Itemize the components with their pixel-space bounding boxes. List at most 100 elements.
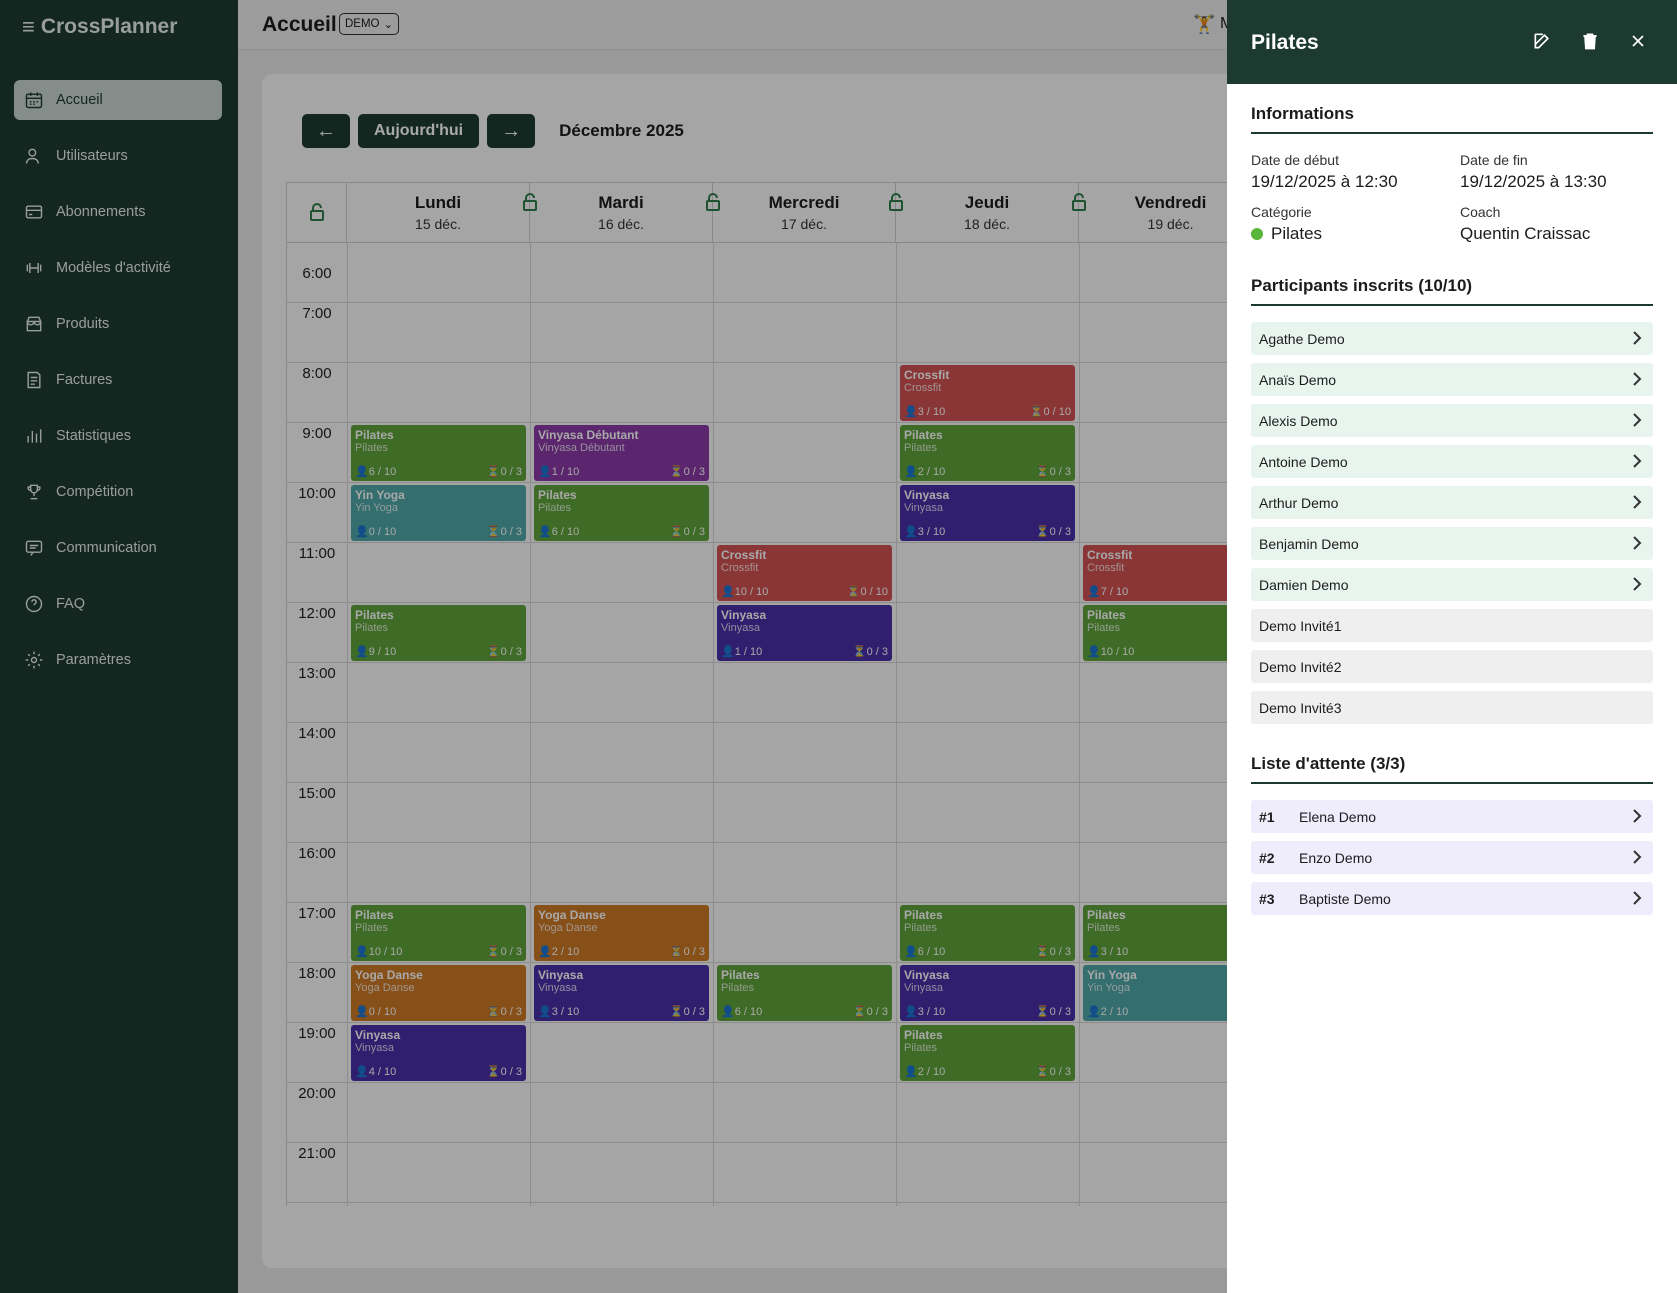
event-card[interactable]: Vinyasa Vinyasa 👤1 / 10 ⏳0 / 3 [717,605,892,661]
hour-row[interactable]: 11:00 [287,543,1263,603]
day-date: 17 déc. [781,216,827,232]
participant-row[interactable]: Alexis Demo [1251,404,1653,437]
hour-row[interactable]: 16:00 [287,843,1263,903]
hour-row[interactable]: 20:00 [287,1083,1263,1143]
participant-row[interactable]: Benjamin Demo [1251,527,1653,560]
event-waitlist: 0 / 3 [500,466,522,478]
sidebar-item-message[interactable]: Communication [14,528,222,568]
hour-row[interactable]: 13:00 [287,663,1263,723]
event-capacity: 9 / 10 [368,646,397,658]
category-dot-icon [1251,228,1263,240]
chevron-right-icon [1631,535,1643,551]
event-subtitle: Pilates [538,502,572,514]
hour-row[interactable]: 14:00 [287,723,1263,783]
person-icon: 👤 [1087,646,1101,658]
menu-icon[interactable]: ≡ [22,14,35,39]
demo-dropdown[interactable]: DEMO ⌄ [339,13,400,35]
hour-row[interactable]: 18:00 [287,963,1263,1023]
sidebar-item-shop[interactable]: Produits [14,304,222,344]
lock-icon[interactable] [309,203,325,221]
hour-row[interactable]: 21:00 [287,1143,1263,1203]
event-card[interactable]: Pilates Pilates 👤6 / 10 ⏳0 / 3 [351,425,526,481]
coach-value: Quentin Craissac [1460,224,1591,243]
day-date: 19 déc. [1147,216,1194,232]
sidebar-item-credit-card[interactable]: Abonnements [14,192,222,232]
hour-row[interactable]: 15:00 [287,783,1263,843]
chevron-right-icon [1631,371,1643,387]
event-waitlist: 0 / 3 [683,946,705,958]
weightlifting-icon[interactable]: 🏋 [1193,14,1216,34]
hour-row[interactable]: 17:00 [287,903,1263,963]
event-card[interactable]: Pilates Pilates 👤2 / 10 ⏳0 / 3 [900,1025,1075,1081]
close-icon[interactable] [1627,30,1649,52]
hourglass-icon: ⏳ [1035,466,1050,478]
edit-icon[interactable] [1531,30,1553,52]
sidebar-item-gear[interactable]: Paramètres [14,640,222,680]
hour-row[interactable]: 19:00 [287,1023,1263,1083]
event-card[interactable]: Pilates Pilates 👤9 / 10 ⏳0 / 3 [351,605,526,661]
hour-row[interactable]: 8:00 [287,363,1263,423]
lock-icon[interactable] [888,193,904,211]
sidebar-item-calendar[interactable]: Accueil [14,80,222,120]
event-waitlist: 0 / 3 [1049,466,1071,478]
event-waitlist: 0 / 3 [500,1066,522,1078]
sidebar-item-bar-chart[interactable]: Statistiques [14,416,222,456]
hour-row[interactable]: 10:00 [287,483,1263,543]
participant-row[interactable]: Antoine Demo [1251,445,1653,478]
waitlist-row[interactable]: #2 Enzo Demo [1251,841,1653,874]
event-card[interactable]: Vinyasa Vinyasa 👤3 / 10 ⏳0 / 3 [534,965,709,1021]
chevron-right-icon [1631,808,1643,824]
event-card[interactable]: Pilates Pilates 👤10 / 10 ⏳0 / 3 [351,905,526,961]
event-title: Yin Yoga [1087,968,1137,982]
trash-icon[interactable] [1579,30,1601,52]
hour-row[interactable]: 12:00 [287,603,1263,663]
today-button[interactable]: Aujourd'hui [358,114,480,148]
event-card[interactable]: Crossfit Crossfit 👤10 / 10 ⏳0 / 10 [717,545,892,601]
week-grid: Lundi 15 déc. Mardi 16 déc. Mercredi 17 déc. J… [286,182,1263,1206]
hourglass-icon: ⏳ [486,1006,501,1018]
event-waitlist: 0 / 3 [1049,1066,1071,1078]
participant-row[interactable]: Arthur Demo [1251,486,1653,519]
lock-icon[interactable] [522,193,538,211]
event-card[interactable]: Vinyasa Débutant Vinyasa Débutant 👤1 / 10 ⏳… [534,425,709,481]
sidebar-item-trophy[interactable]: Compétition [14,472,222,512]
participant-row[interactable]: Agathe Demo [1251,322,1653,355]
hourglass-icon: ⏳ [486,646,501,658]
hour-row[interactable]: 9:00 [287,423,1263,483]
chevron-right-icon [1631,849,1643,865]
event-card[interactable]: Crossfit Crossfit 👤3 / 10 ⏳0 / 10 [900,365,1075,421]
event-card[interactable]: Vinyasa Vinyasa 👤3 / 10 ⏳0 / 3 [900,485,1075,541]
chevron-down-icon: ⌄ [383,19,394,31]
sidebar-item-label: Compétition [56,484,134,500]
calendar-controls: ← Aujourd'hui → Décembre 2025 [302,114,684,148]
event-card[interactable]: Pilates Pilates 👤2 / 10 ⏳0 / 3 [900,425,1075,481]
bar-chart-icon [24,426,44,446]
event-subtitle: Vinyasa [355,1042,394,1054]
event-card[interactable]: Vinyasa Vinyasa 👤3 / 10 ⏳0 / 3 [900,965,1075,1021]
hour-row[interactable]: 7:00 [287,303,1263,363]
event-card[interactable]: Pilates Pilates 👤6 / 10 ⏳0 / 3 [534,485,709,541]
event-card[interactable]: Yoga Danse Yoga Danse 👤2 / 10 ⏳0 / 3 [534,905,709,961]
lock-icon[interactable] [1071,193,1087,211]
event-capacity: 4 / 10 [368,1066,397,1078]
sidebar-item-invoice[interactable]: Factures [14,360,222,400]
event-card[interactable]: Pilates Pilates 👤6 / 10 ⏳0 / 3 [900,905,1075,961]
event-card[interactable]: Pilates Pilates 👤6 / 10 ⏳0 / 3 [717,965,892,1021]
lock-icon[interactable] [705,193,721,211]
waitlist-row[interactable]: #3 Baptiste Demo [1251,882,1653,915]
sidebar-item-dumbbell[interactable]: Modèles d'activité [14,248,222,288]
person-icon: 👤 [1087,586,1101,598]
hour-row[interactable]: 6:00 [287,243,1263,303]
event-card[interactable]: Yoga Danse Yoga Danse 👤0 / 10 ⏳0 / 3 [351,965,526,1021]
modal-backdrop[interactable] [0,0,1227,1293]
participant-row[interactable]: Damien Demo [1251,568,1653,601]
waitlist-row[interactable]: #1 Elena Demo [1251,800,1653,833]
event-card[interactable]: Yin Yoga Yin Yoga 👤0 / 10 ⏳0 / 3 [351,485,526,541]
next-week-button[interactable]: → [487,114,536,148]
participant-row[interactable]: Anaïs Demo [1251,363,1653,396]
event-card[interactable]: Vinyasa Vinyasa 👤4 / 10 ⏳0 / 3 [351,1025,526,1081]
prev-week-button[interactable]: ← [302,114,350,148]
sidebar-item-question[interactable]: FAQ [14,584,222,624]
sidebar-item-users[interactable]: Utilisateurs [14,136,222,176]
person-icon: 👤 [721,586,735,598]
